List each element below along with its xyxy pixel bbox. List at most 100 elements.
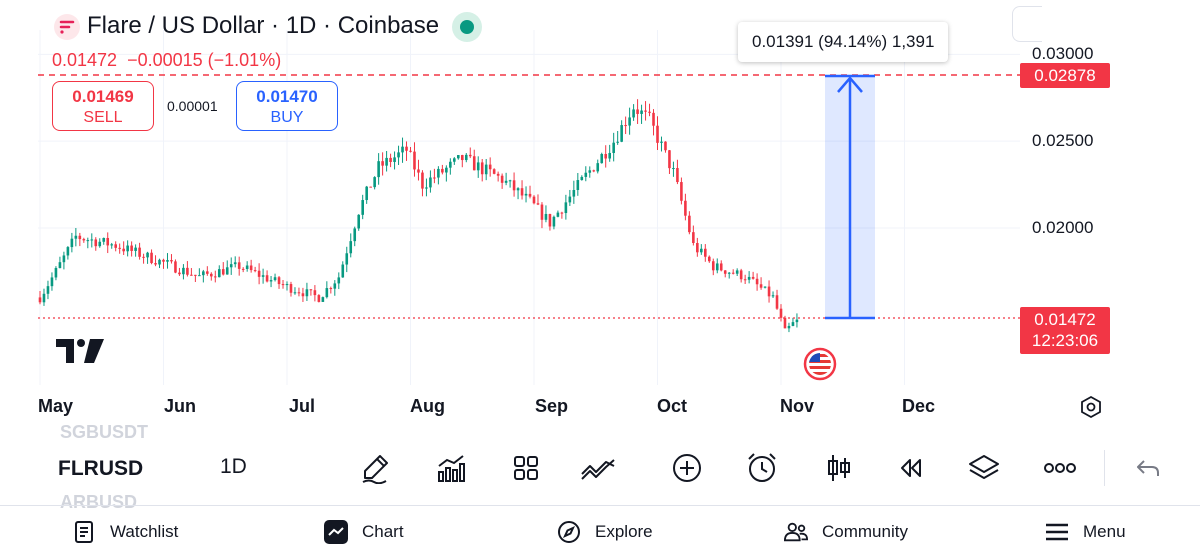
layers-icon[interactable] — [966, 450, 1002, 486]
candle-body — [755, 278, 759, 285]
symbol-previous[interactable]: SGBUSDT — [60, 422, 149, 442]
candle-body — [484, 164, 488, 175]
candle-body — [393, 157, 396, 162]
candle-body — [700, 248, 703, 253]
candle-body — [696, 242, 699, 253]
candle-body — [692, 232, 695, 243]
candle-body — [213, 276, 217, 278]
candle-body — [301, 293, 305, 297]
buy-button[interactable]: 0.01470 BUY — [236, 81, 338, 131]
candle-body — [321, 297, 325, 302]
candle-body — [767, 286, 771, 297]
candle-body — [664, 141, 667, 151]
symbol-title[interactable]: Flare / US Dollar · 1D · Coinbase — [87, 12, 440, 39]
candle-body — [305, 289, 309, 297]
bar-countdown: 12:23:06 — [1031, 331, 1099, 350]
candle-body — [528, 193, 532, 197]
candle-body — [377, 161, 380, 178]
replay-icon[interactable] — [892, 450, 928, 486]
candle-body — [154, 263, 157, 265]
last-price-value: 0.01472 — [52, 50, 118, 70]
nav-watchlist[interactable]: Watchlist — [72, 520, 178, 544]
candle-body — [763, 286, 767, 288]
candle-body — [229, 264, 233, 268]
sell-price: 0.01469 — [72, 87, 134, 106]
candle-body — [520, 188, 524, 196]
templates-icon[interactable] — [508, 450, 544, 486]
symbol-next[interactable]: ARBUSD — [60, 492, 138, 512]
watchlist-icon — [72, 520, 96, 544]
candle-body — [584, 172, 588, 177]
candle-body — [660, 141, 663, 143]
candle-body — [468, 154, 472, 157]
month-label: Sep — [535, 396, 569, 416]
candle-body — [715, 263, 719, 271]
more-icon[interactable] — [1042, 450, 1078, 486]
chart-settings-icon[interactable] — [1078, 394, 1104, 420]
candle-body — [413, 151, 416, 170]
measure-tool[interactable] — [825, 74, 875, 320]
candle-body — [787, 325, 791, 329]
candle-body — [632, 109, 635, 118]
nav-explore[interactable]: Explore — [557, 520, 653, 544]
candle-body — [421, 172, 424, 189]
indicators-icon[interactable] — [433, 450, 469, 486]
candle-body — [672, 168, 675, 170]
candle-body — [225, 267, 229, 275]
candle-body — [210, 273, 213, 277]
candle-body — [524, 193, 528, 196]
price-change-value: −0.00015 (−1.01%) — [127, 50, 282, 70]
nav-community[interactable]: Community — [784, 520, 908, 544]
drawing-tools-icon[interactable] — [358, 450, 394, 486]
candle-body — [337, 277, 341, 284]
candle-body — [385, 157, 388, 166]
chart-icon — [324, 520, 348, 544]
nav-menu[interactable]: Menu — [1045, 520, 1126, 544]
candle-body — [397, 152, 400, 158]
undo-icon[interactable] — [1130, 450, 1166, 486]
candle-body — [98, 241, 102, 247]
buy-price: 0.01470 — [256, 87, 318, 106]
candle-body — [540, 204, 544, 220]
side-panel-tab[interactable] — [1012, 6, 1042, 42]
add-icon[interactable] — [669, 450, 705, 486]
candle-body — [576, 180, 580, 191]
candle-body — [620, 125, 623, 142]
candle-body — [86, 240, 90, 242]
candle-body — [648, 111, 651, 113]
candle-body — [636, 109, 639, 114]
candle-body — [476, 162, 480, 171]
candle-body — [504, 180, 508, 183]
alert-clock-icon[interactable] — [744, 450, 780, 486]
nav-chart-label: Chart — [362, 522, 404, 541]
us-flag-event-icon[interactable] — [803, 347, 837, 381]
candle-body — [389, 157, 392, 162]
chart-header: Flare / US Dollar · 1D · Coinbase 0.0147… — [0, 0, 1200, 80]
market-status-icon[interactable] — [452, 12, 482, 42]
nav-chart[interactable]: Chart — [324, 520, 404, 544]
candle-body — [353, 228, 357, 242]
candle-body — [182, 267, 185, 275]
symbol-selector[interactable]: FLRUSD — [58, 457, 144, 480]
interval-selector[interactable]: 1D — [220, 455, 247, 478]
candle-body — [564, 202, 568, 214]
month-label: May — [38, 396, 74, 416]
candle-body — [759, 284, 763, 288]
candle-body — [90, 239, 94, 241]
candle-body — [333, 283, 337, 289]
candle-body — [345, 253, 349, 265]
candle-body — [612, 142, 615, 153]
candle-body — [78, 235, 82, 240]
sell-button[interactable]: 0.01469 SELL — [52, 81, 154, 131]
candle-body — [548, 213, 552, 227]
candle-body — [269, 280, 273, 282]
candle-style-icon[interactable] — [821, 450, 857, 486]
candle-body — [417, 169, 420, 173]
candle-body — [433, 177, 436, 179]
candle-body — [58, 262, 62, 269]
candle-body — [604, 154, 608, 159]
candle-body — [174, 261, 177, 273]
candle-body — [496, 173, 500, 176]
candle-body — [572, 190, 576, 197]
compare-symbols-icon[interactable] — [580, 450, 616, 486]
